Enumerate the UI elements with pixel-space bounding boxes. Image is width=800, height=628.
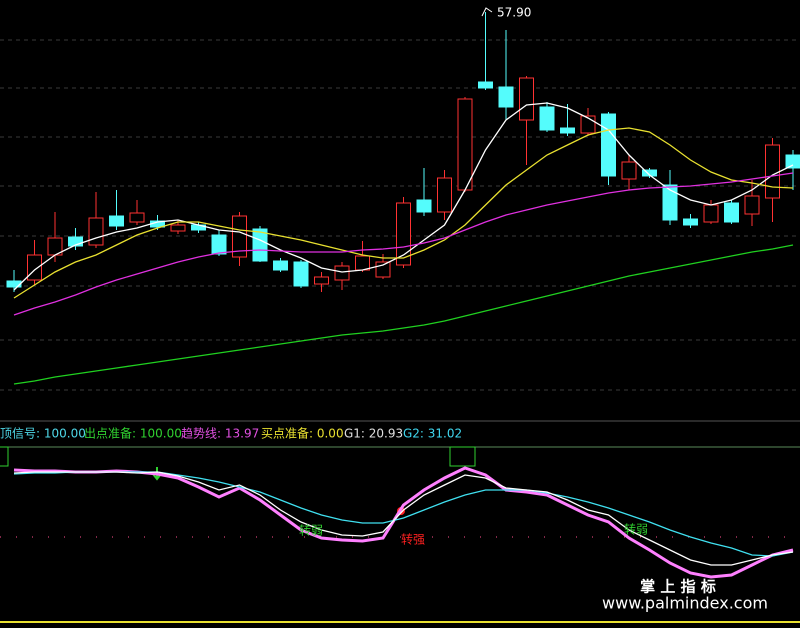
- candle-body: [232, 215, 247, 258]
- high-label: 57.90: [497, 6, 531, 20]
- main-panel: [6, 12, 800, 385]
- candle-body: [273, 260, 288, 271]
- candle-body: [355, 255, 370, 271]
- candle-body: [68, 236, 83, 247]
- indicator-line: [13, 172, 794, 316]
- candle-body: [724, 202, 739, 223]
- candle-body: [703, 204, 719, 223]
- signal-box: [449, 446, 476, 467]
- annotation: 转弱: [299, 523, 323, 538]
- candle-body: [683, 218, 698, 226]
- candle-body: [252, 228, 268, 262]
- candle-body: [375, 261, 391, 278]
- legend-entry: 顶信号: 100.00: [0, 427, 86, 441]
- candle-body: [498, 86, 514, 108]
- candle-body: [621, 161, 637, 180]
- candle-body: [170, 224, 186, 232]
- high-marker: [481, 7, 493, 17]
- candle-body: [396, 202, 411, 266]
- legend-entry: 出点准备: 100.00: [84, 427, 182, 441]
- legend-entry: 买点准备: 0.00: [261, 427, 344, 441]
- indicator-line: [13, 127, 794, 299]
- legend-entry: 趋势线: 13.97: [181, 427, 259, 441]
- candle-body: [457, 98, 473, 191]
- candle-body: [416, 199, 432, 213]
- indicator-line: [13, 102, 794, 291]
- watermark-url: www.palmindex.com: [602, 594, 768, 613]
- candle-body: [601, 113, 616, 177]
- legend-entry: G2: 31.02: [403, 427, 462, 441]
- candle-body: [109, 215, 124, 227]
- indicator-line: [13, 244, 794, 385]
- candle-body: [765, 144, 780, 199]
- indicator-line: [13, 466, 794, 579]
- candle-body: [519, 77, 534, 121]
- indicator-line: [13, 471, 794, 566]
- candle-body: [293, 261, 309, 287]
- candle-body: [642, 169, 657, 177]
- annotation: 转弱: [624, 522, 648, 537]
- candle-body: [662, 184, 678, 221]
- candle-body: [27, 254, 42, 281]
- candle-body: [744, 195, 760, 215]
- candle-body: [560, 127, 575, 134]
- candle-body: [129, 212, 145, 223]
- legend-entry: G1: 20.93: [344, 427, 403, 441]
- candle-body: [334, 265, 350, 281]
- candle-body: [211, 234, 227, 255]
- candle-body: [478, 81, 493, 89]
- candle-body: [314, 276, 329, 285]
- candle-body: [539, 106, 555, 131]
- signal-box: [0, 446, 9, 467]
- candle-body: [437, 177, 452, 213]
- candle-body: [785, 154, 800, 169]
- indicator-line: [13, 471, 794, 557]
- annotation: 转强: [401, 532, 425, 547]
- candle-body: [88, 217, 104, 246]
- watermark-title: 掌 上 指 标: [640, 578, 716, 596]
